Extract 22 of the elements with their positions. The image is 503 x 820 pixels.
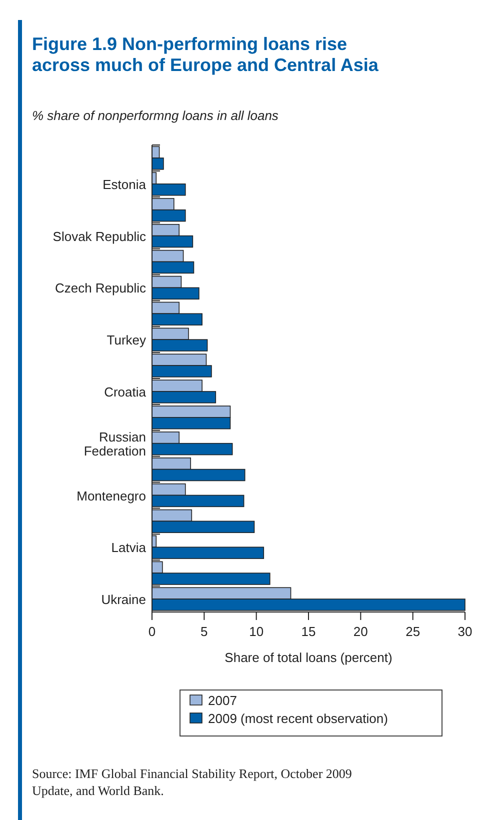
y-tick-label: Czech Republic (54, 280, 146, 296)
y-tick-label: Russian Federation (84, 429, 146, 458)
x-tick-label: 20 (353, 624, 368, 639)
x-tick-label: 15 (301, 624, 316, 639)
x-tick-label: 5 (200, 624, 208, 639)
y-tick-label: Slovak Republic (52, 228, 146, 244)
x-tick-label: 25 (406, 624, 420, 639)
source-note: Source: IMF Global Financial Stability Report, October 2009 Update, and World Bank. (32, 766, 352, 798)
x-axis-title: Share of total loans (percent) (224, 650, 392, 665)
y-tick-label: Montenegro (76, 488, 146, 504)
y-tick-label: Croatia (104, 384, 147, 400)
chart-subtitle: % share of nonperformng loans in all loans (32, 108, 279, 123)
legend-label: 2007 (208, 693, 237, 708)
x-tick-label: 10 (249, 624, 264, 639)
chart-title: Figure 1.9 Non-performing loans rise across much of Europe and Central Asia (32, 34, 380, 75)
x-tick-label: 0 (148, 624, 156, 639)
y-tick-label: Ukraine (101, 592, 146, 608)
y-tick-label: Latvia (111, 540, 147, 556)
y-tick-label: Estonia (102, 176, 147, 192)
x-tick-label: 30 (458, 624, 472, 639)
legend-label: 2009 (most recent observation) (208, 711, 388, 726)
y-tick-label: Turkey (106, 332, 146, 348)
